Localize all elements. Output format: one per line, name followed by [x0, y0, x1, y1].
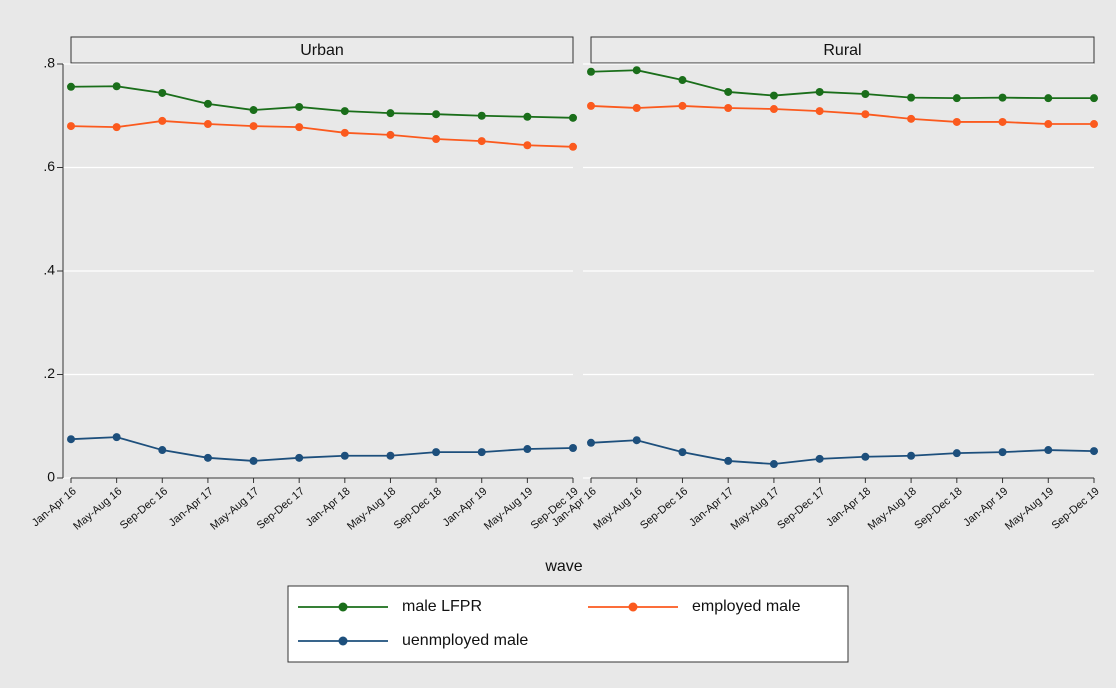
- point: [112, 123, 121, 132]
- point: [861, 90, 870, 99]
- legend-marker: [628, 602, 638, 612]
- point: [249, 106, 258, 115]
- legend: [287, 585, 849, 663]
- point: [998, 448, 1007, 457]
- point: [477, 448, 486, 457]
- legend-label: employed male: [692, 598, 801, 615]
- point: [203, 99, 212, 108]
- point: [386, 130, 395, 139]
- point: [769, 460, 778, 469]
- point: [112, 433, 121, 442]
- point: [112, 82, 121, 91]
- y-tick-label: .6: [43, 158, 55, 174]
- point: [1044, 120, 1053, 129]
- point: [998, 93, 1007, 102]
- point: [907, 114, 916, 123]
- series-line: [590, 105, 1094, 125]
- point: [158, 88, 167, 97]
- panel-header: [70, 36, 574, 64]
- y-tick-label: 0: [47, 469, 55, 485]
- point: [724, 456, 733, 465]
- point: [998, 117, 1007, 126]
- point: [1044, 446, 1053, 455]
- point: [295, 453, 304, 462]
- point: [815, 454, 824, 463]
- point: [724, 87, 733, 96]
- point: [386, 451, 395, 460]
- point: [952, 94, 961, 103]
- point: [249, 122, 258, 131]
- series-line: [590, 439, 1095, 465]
- point: [724, 103, 733, 112]
- point: [158, 116, 167, 125]
- point: [678, 448, 687, 457]
- point: [523, 112, 532, 121]
- point: [815, 87, 824, 96]
- legend-label: male LFPR: [402, 598, 482, 615]
- point: [432, 448, 441, 457]
- point: [769, 91, 778, 100]
- point: [678, 101, 687, 110]
- point: [861, 110, 870, 119]
- point: [1044, 94, 1053, 103]
- y-tick-label: .8: [43, 55, 55, 71]
- series-line: [70, 85, 574, 119]
- point: [1090, 94, 1098, 103]
- series-line: [70, 436, 574, 462]
- point: [295, 123, 304, 132]
- legend-label: uenmployed male: [402, 632, 528, 649]
- point: [1090, 447, 1098, 456]
- point: [632, 436, 641, 445]
- point: [67, 435, 75, 444]
- point: [569, 443, 577, 452]
- point: [678, 76, 687, 85]
- point: [587, 101, 595, 110]
- point: [1090, 120, 1098, 129]
- point: [340, 107, 349, 116]
- point: [158, 446, 167, 455]
- point: [340, 451, 349, 460]
- point: [632, 66, 641, 75]
- point: [769, 105, 778, 114]
- panel-title: Urban: [300, 42, 344, 59]
- point: [340, 128, 349, 137]
- point: [203, 120, 212, 129]
- point: [523, 141, 532, 150]
- point: [861, 452, 870, 461]
- panel-header: [590, 36, 1095, 64]
- point: [249, 456, 258, 465]
- point: [386, 109, 395, 118]
- point: [632, 103, 641, 112]
- point: [907, 93, 916, 102]
- point: [203, 453, 212, 462]
- point: [432, 135, 441, 144]
- point: [432, 110, 441, 119]
- point: [907, 451, 916, 460]
- series-line: [70, 120, 574, 148]
- point: [477, 111, 486, 120]
- point: [952, 117, 961, 126]
- point: [67, 122, 75, 131]
- panel-title: Rural: [823, 42, 861, 59]
- point: [952, 449, 961, 458]
- point: [67, 82, 75, 91]
- point: [569, 142, 577, 151]
- legend-marker: [338, 636, 348, 646]
- point: [477, 137, 486, 146]
- y-tick-label: .2: [43, 365, 55, 381]
- point: [815, 107, 824, 116]
- point: [569, 113, 577, 122]
- series-line: [590, 69, 1094, 100]
- point: [295, 102, 304, 111]
- point: [523, 445, 532, 454]
- y-tick-label: .4: [43, 262, 55, 278]
- legend-marker: [338, 602, 348, 612]
- point: [587, 438, 595, 447]
- x-axis-title: wave: [544, 558, 582, 575]
- point: [587, 67, 595, 76]
